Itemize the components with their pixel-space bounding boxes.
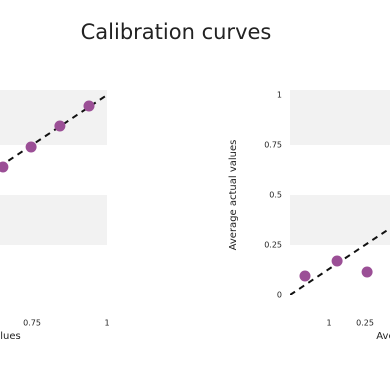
data-point [299, 270, 311, 282]
data-point [25, 141, 37, 153]
x-tick-label: 0.25 [356, 319, 374, 328]
chart-title: Calibration curves [81, 20, 272, 44]
data-point [361, 266, 373, 278]
x-tick-label: 1 [104, 319, 109, 328]
x-tick-label: 0.75 [23, 319, 41, 328]
y-tick-label: 1 [277, 91, 282, 100]
x-axis-label: Average predicted values [376, 331, 390, 342]
x-tick-label: 1 [326, 319, 331, 328]
data-point [83, 100, 95, 112]
background-band [290, 195, 390, 245]
data-point [0, 161, 9, 173]
background-band [290, 95, 390, 145]
data-point [54, 120, 66, 132]
background-band [290, 90, 390, 95]
background-band [0, 90, 107, 95]
y-tick-label: 0.5 [269, 191, 282, 200]
plot-area [0, 90, 107, 245]
y-tick-label: 0 [277, 291, 282, 300]
background-band [0, 195, 107, 245]
y-tick-label: 0.25 [264, 241, 282, 250]
y-axis-label: Average actual values [228, 140, 239, 251]
x-axis-label: Average predicted values [0, 331, 21, 342]
y-tick-label: 0.75 [264, 141, 282, 150]
data-point [331, 255, 343, 267]
